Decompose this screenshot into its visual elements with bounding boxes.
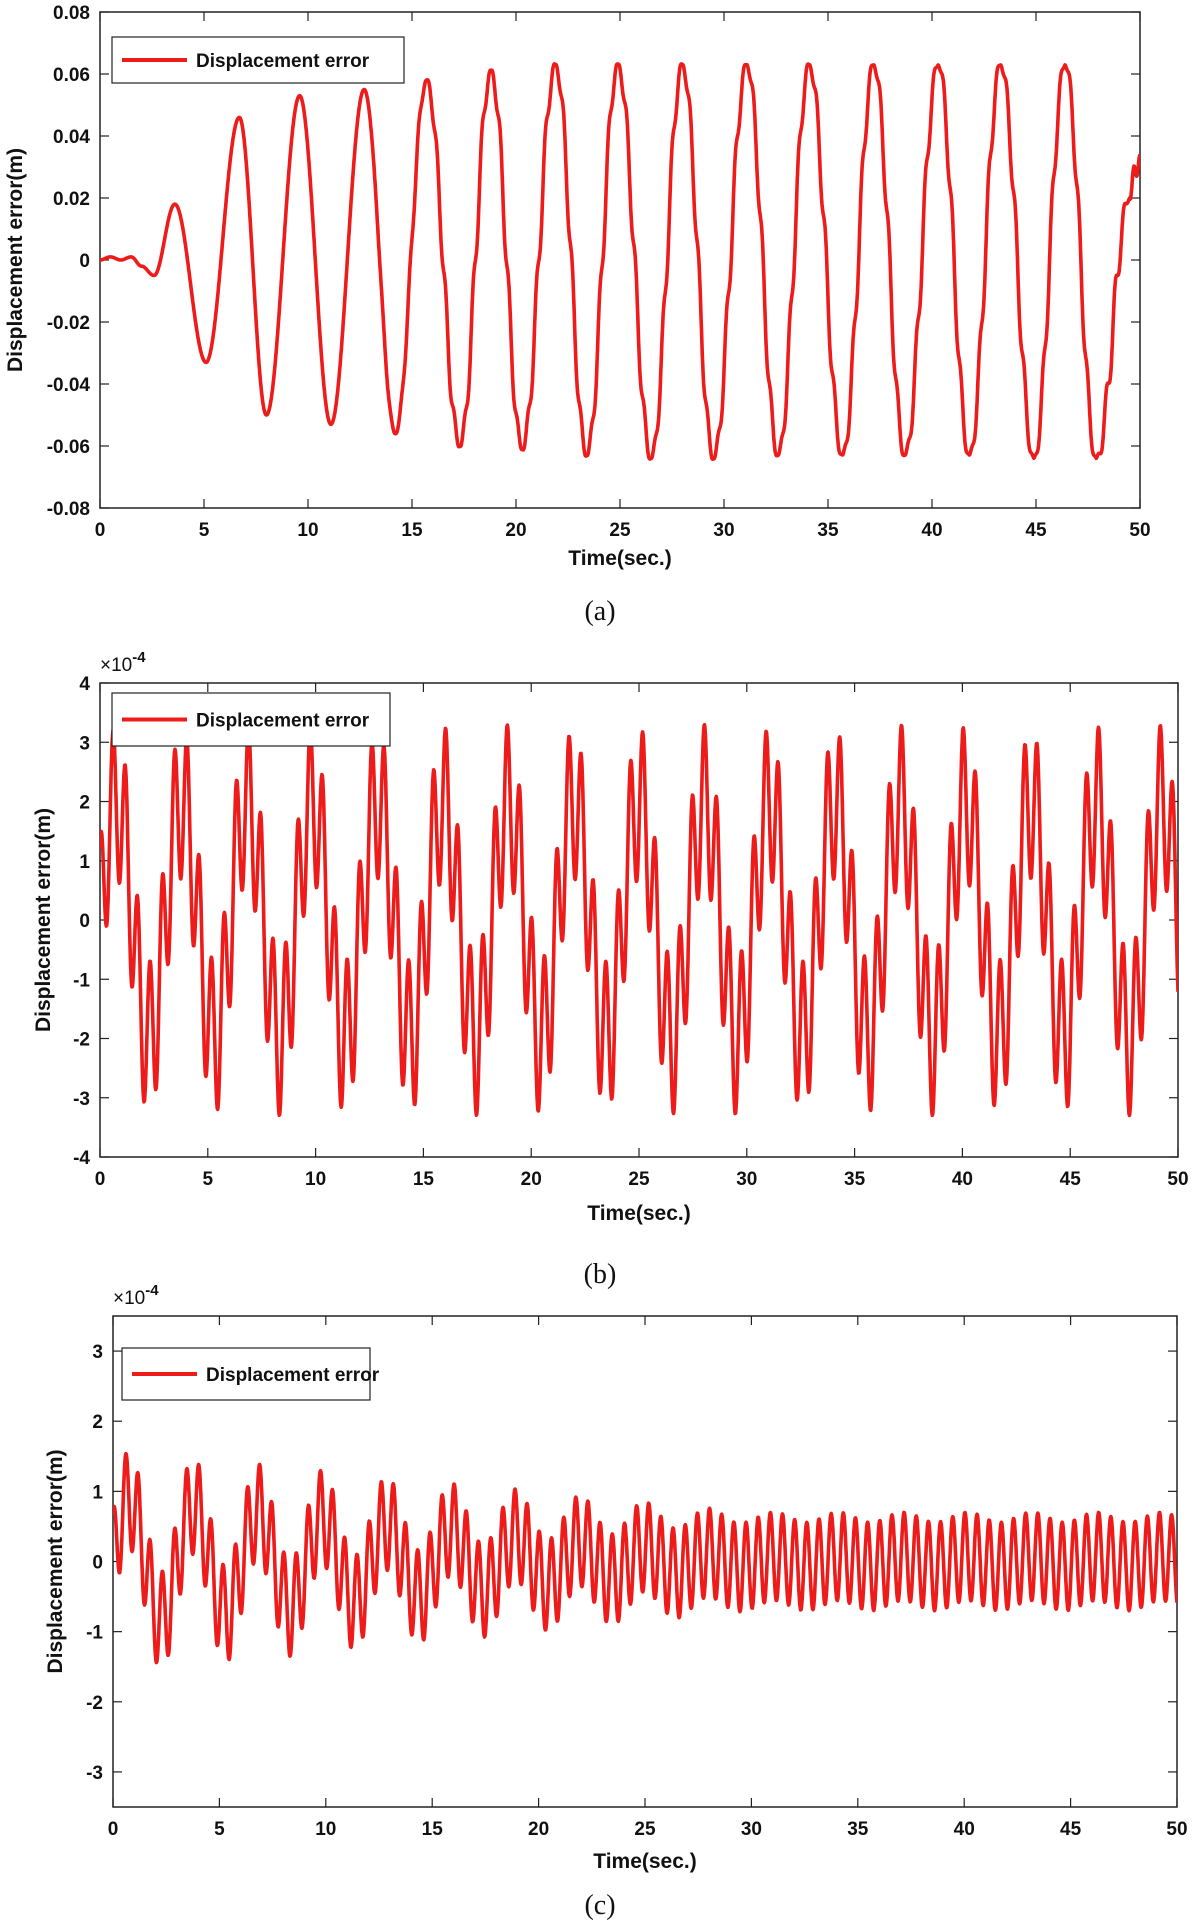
x-tick-label: 25 [609, 520, 631, 541]
legend-label: Displacement error [196, 51, 370, 72]
y-tick-label: -1 [86, 1623, 103, 1644]
x-tick-label: 0 [108, 1819, 119, 1840]
legend-label: Displacement error [206, 1365, 380, 1386]
y-tick-label: 0.02 [53, 189, 90, 210]
y-exponent-label: ×10-4 [100, 649, 146, 676]
x-tick-label: 0 [95, 1169, 106, 1190]
x-tick-label: 5 [203, 1169, 214, 1190]
y-axis-label: Displacement error(m) [32, 808, 55, 1032]
y-tick-label: -4 [73, 1148, 90, 1169]
legend: Displacement error [111, 36, 405, 84]
x-tick-label: 10 [315, 1819, 336, 1840]
chart-panel-b: 0 5 10 15 20 25 30 35 40 45 50 -4 -3 -2 -1 0 1 2 3 4 Displac… [32, 649, 1189, 1290]
x-tick-label: 30 [736, 1169, 757, 1190]
x-tick-label: 25 [634, 1819, 656, 1840]
x-tick-label: 50 [1167, 1169, 1188, 1190]
y-tick-label: 0.04 [53, 127, 90, 148]
legend: Displacement error [111, 692, 391, 747]
x-tick-label: 45 [1025, 520, 1047, 541]
series-line-displacement-error [100, 722, 1178, 1118]
x-tick-label: 5 [214, 1819, 225, 1840]
y-tick-label: 0 [79, 911, 90, 932]
plot-frame [99, 11, 1141, 509]
x-axis-label: Time(sec.) [593, 1850, 697, 1873]
y-tick-label: -1 [73, 970, 90, 991]
y-tick-label: 1 [79, 852, 90, 873]
x-tick-label: 50 [1166, 1819, 1187, 1840]
x-tick-label: 20 [505, 520, 526, 541]
y-tick-label: 0.08 [53, 3, 90, 24]
x-tick-label: 10 [297, 520, 318, 541]
y-axis-label: Displacement error(m) [4, 148, 27, 372]
y-tick-label: -2 [73, 1030, 90, 1051]
y-exponent-label: ×10-4 [113, 1282, 159, 1309]
x-tick-label: 25 [628, 1169, 650, 1190]
y-tick-label: 3 [92, 1342, 103, 1363]
x-tick-label: 15 [401, 520, 423, 541]
x-tick-label: 15 [413, 1169, 435, 1190]
y-tick-label: -2 [86, 1693, 103, 1714]
x-tick-label: 40 [921, 520, 942, 541]
x-tick-label: 45 [1060, 1169, 1082, 1190]
x-tick-label: 30 [713, 520, 734, 541]
y-tick-label: -3 [86, 1763, 103, 1784]
y-tick-label: -0.08 [47, 499, 90, 520]
series-line-displacement-error [100, 61, 1140, 462]
y-tick-label: 3 [79, 733, 90, 754]
x-tick-label: 50 [1129, 520, 1150, 541]
x-tick-label: 35 [844, 1169, 866, 1190]
x-tick-label: 45 [1060, 1819, 1082, 1840]
y-tick-label: 2 [92, 1412, 103, 1433]
x-tick-label: 5 [199, 520, 210, 541]
y-tick-label: -0.04 [47, 375, 91, 396]
y-tick-label: 0 [79, 251, 90, 272]
legend: Displacement error [121, 1347, 380, 1401]
panel-caption: (a) [584, 596, 615, 627]
x-tick-label: 40 [952, 1169, 973, 1190]
x-axis-label: Time(sec.) [568, 547, 672, 570]
x-tick-label: 40 [954, 1819, 975, 1840]
panel-caption: (b) [584, 1259, 617, 1290]
legend-label: Displacement error [196, 711, 370, 732]
x-tick-label: 35 [847, 1819, 869, 1840]
y-tick-label: 2 [79, 793, 90, 814]
x-tick-label: 35 [817, 520, 839, 541]
series-line-displacement-error [113, 1451, 1177, 1665]
x-tick-label: 10 [305, 1169, 326, 1190]
chart-panel-a: 0 5 10 15 20 25 30 35 40 45 50 -0.08 -0.06 -0.04 -0.02… [4, 3, 1151, 627]
y-tick-label: 0 [92, 1553, 103, 1574]
y-tick-label: -0.06 [47, 437, 90, 458]
x-axis-label: Time(sec.) [587, 1202, 691, 1225]
y-tick-label: 1 [92, 1482, 103, 1503]
y-tick-label: 0.06 [53, 65, 90, 86]
y-tick-label: 4 [79, 674, 90, 695]
chart-panel-c: 0 5 10 15 20 25 30 35 40 45 50 -3 -2 -1 0 1 2 3 Displaceme… [44, 1282, 1188, 1921]
x-tick-label: 0 [95, 520, 106, 541]
y-tick-label: -0.02 [47, 313, 90, 334]
x-tick-label: 20 [528, 1819, 549, 1840]
x-tick-label: 30 [741, 1819, 762, 1840]
panel-caption: (c) [584, 1890, 615, 1921]
x-tick-label: 15 [422, 1819, 444, 1840]
y-tick-label: -3 [73, 1089, 90, 1110]
x-tick-label: 20 [521, 1169, 542, 1190]
y-axis-label: Displacement error(m) [44, 1449, 67, 1673]
